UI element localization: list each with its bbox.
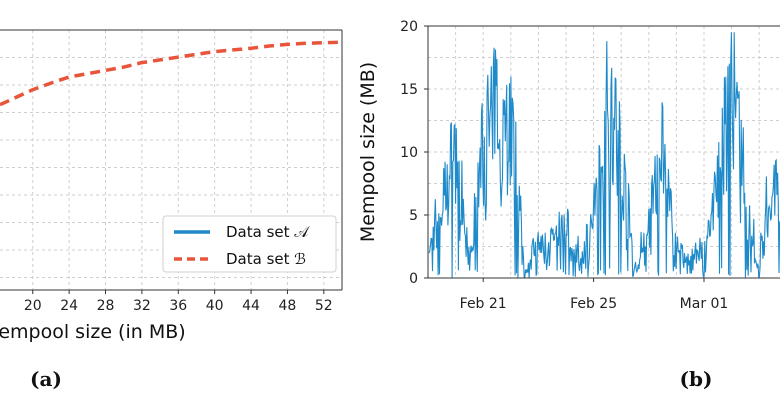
chart-b-y-tick-label: 10 (400, 145, 418, 161)
legend-label-data-set-b: Data set ℬ (226, 250, 306, 268)
panel-label-b: (b) (680, 367, 713, 391)
chart-a-legend: Data set 𝒜 Data set ℬ (162, 215, 337, 273)
chart-b-x-tick-label: Feb 25 (570, 296, 617, 312)
chart-a-x-tick-label: 28 (97, 298, 115, 314)
chart-a-x-tick-label: 40 (206, 298, 224, 314)
series-line-mempool-size (428, 32, 780, 278)
chart-a: 20 24 28 32 36 40 44 48 52 empool size (in MB) D… (0, 29, 343, 391)
chart-b-x-tick-label: Feb 21 (460, 296, 507, 312)
chart-b-y-tick-label: 15 (400, 82, 418, 98)
chart-b-y-axis-title: Mempool size (MB) (357, 62, 379, 242)
legend-label-data-set-a: Data set 𝒜 (226, 223, 310, 241)
chart-b-y-tick-label: 0 (409, 271, 418, 287)
chart-b-x-tick-label: Mar 01 (680, 296, 729, 312)
chart-a-x-tick-label: 32 (133, 298, 151, 314)
chart-a-x-tick-label: 44 (242, 298, 260, 314)
chart-b-y-ticks: 0 5 10 15 20 (400, 19, 428, 287)
chart-a-x-tick-label: 36 (169, 298, 187, 314)
chart-a-x-axis-title: empool size (in MB) (0, 321, 186, 343)
chart-b-y-tick-label: 20 (400, 19, 418, 35)
chart-a-x-ticks: 20 24 28 32 36 40 44 48 52 (24, 290, 333, 314)
chart-b-series-group (428, 32, 780, 278)
chart-a-x-tick-label: 24 (60, 298, 78, 314)
chart-a-x-tick-label: 48 (279, 298, 297, 314)
chart-a-series-group (0, 40, 342, 107)
panel-label-a: (a) (30, 367, 62, 391)
chart-a-x-tick-label: 52 (315, 298, 333, 314)
chart-a-x-tick-label: 20 (24, 298, 42, 314)
series-line-data-set-b (0, 40, 342, 107)
chart-b-y-tick-label: 5 (409, 208, 418, 224)
